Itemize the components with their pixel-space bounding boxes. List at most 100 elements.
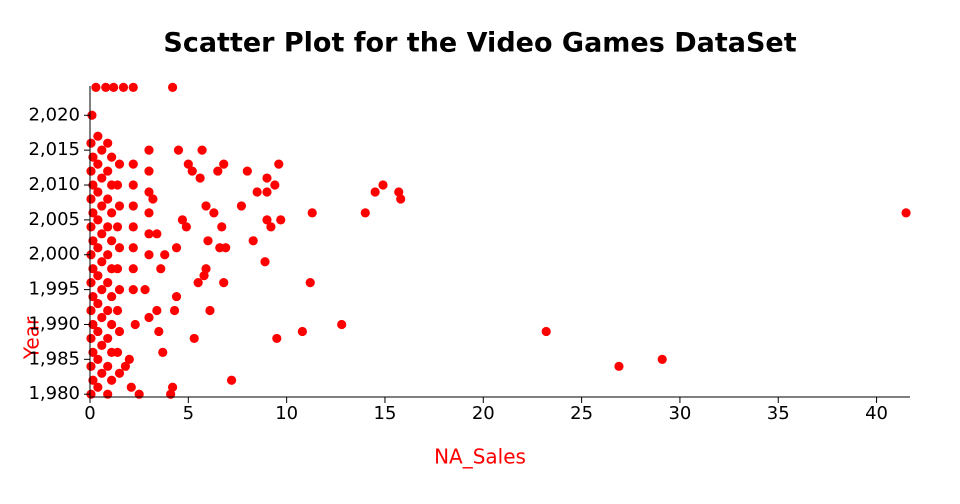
point <box>337 319 347 330</box>
point <box>97 285 107 295</box>
point <box>112 180 123 190</box>
point <box>86 333 96 344</box>
y-tick-label: 1,985 <box>28 348 80 369</box>
point <box>154 326 164 337</box>
point <box>86 250 96 260</box>
point <box>158 347 168 357</box>
point <box>181 222 191 232</box>
point <box>114 159 125 169</box>
point <box>128 82 138 92</box>
point <box>901 208 911 218</box>
point <box>140 285 150 295</box>
point <box>118 82 129 92</box>
point <box>199 271 209 281</box>
point <box>97 312 107 323</box>
point <box>195 173 205 183</box>
x-tick-label: 10 <box>275 403 298 424</box>
point <box>112 305 123 316</box>
point <box>107 375 117 385</box>
point <box>236 201 247 211</box>
point <box>93 215 103 225</box>
point <box>103 222 113 232</box>
point <box>226 375 237 385</box>
point <box>128 243 138 253</box>
point <box>201 201 211 211</box>
point <box>144 166 154 176</box>
point <box>97 229 107 239</box>
point <box>272 333 282 344</box>
point <box>260 257 270 267</box>
point <box>130 319 140 330</box>
point <box>103 250 113 260</box>
y-tick-label: 1,990 <box>28 313 80 334</box>
y-tick-label: 2,015 <box>28 139 80 160</box>
point <box>152 229 162 239</box>
point <box>86 278 96 288</box>
point <box>103 138 113 148</box>
point <box>262 215 272 225</box>
point <box>88 208 98 218</box>
point <box>86 222 96 232</box>
point <box>252 187 262 197</box>
point <box>112 222 123 232</box>
point <box>167 382 178 392</box>
point <box>217 222 227 232</box>
point <box>128 201 138 211</box>
point <box>144 229 154 239</box>
point <box>93 271 103 281</box>
point <box>107 236 117 246</box>
x-tick-label: 30 <box>668 403 691 424</box>
x-tick-label: 20 <box>472 403 495 424</box>
point <box>93 131 103 141</box>
point <box>203 236 213 246</box>
point <box>88 236 98 246</box>
point <box>93 326 103 337</box>
point <box>88 264 98 274</box>
point <box>88 319 98 330</box>
point <box>103 333 113 344</box>
point <box>108 82 119 92</box>
y-tick-label: 1,995 <box>28 279 80 300</box>
x-tick-label: 15 <box>374 403 397 424</box>
point <box>177 215 188 225</box>
point <box>86 138 96 148</box>
point <box>187 166 197 176</box>
point <box>213 166 223 176</box>
point <box>215 243 225 253</box>
point <box>197 145 207 155</box>
point <box>128 159 138 169</box>
point <box>167 82 178 92</box>
y-tick-label: 2,010 <box>28 174 80 195</box>
point <box>274 159 284 169</box>
y-tick-label: 2,000 <box>28 244 80 265</box>
point <box>128 285 138 295</box>
point <box>93 159 103 169</box>
point <box>103 305 113 316</box>
point <box>101 82 111 92</box>
point <box>262 187 272 197</box>
point <box>156 264 166 274</box>
x-axis-label: NA_Sales <box>434 445 526 469</box>
point <box>148 194 158 204</box>
point <box>248 236 258 246</box>
point <box>144 208 154 218</box>
point <box>107 208 117 218</box>
point <box>201 264 211 274</box>
point <box>189 333 199 344</box>
point <box>97 173 107 183</box>
point <box>126 382 136 392</box>
point <box>114 243 125 253</box>
point <box>86 361 96 371</box>
point <box>657 354 667 364</box>
point <box>297 326 307 337</box>
point <box>541 326 551 337</box>
x-tick-label: 25 <box>570 403 593 424</box>
point <box>124 354 134 364</box>
point <box>262 173 272 183</box>
point <box>112 347 123 357</box>
point <box>396 194 406 204</box>
point <box>209 208 219 218</box>
point <box>97 368 107 378</box>
point <box>107 152 117 162</box>
